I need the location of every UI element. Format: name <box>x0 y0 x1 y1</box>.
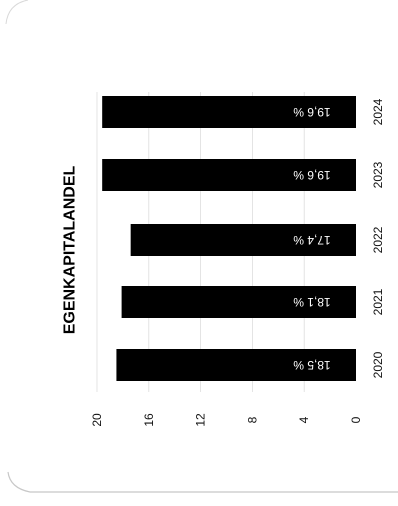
bar-2020 <box>116 349 356 381</box>
bars <box>102 96 357 381</box>
card-border-bottom <box>7 471 398 493</box>
value-tick-label: 8 <box>245 416 259 423</box>
category-label-2023: 2023 <box>371 161 385 188</box>
category-label-2020: 2020 <box>371 351 385 378</box>
bar-2021 <box>121 286 356 318</box>
value-label-2024: 19,6 % <box>293 105 331 119</box>
value-label-2021: 18,1 % <box>293 295 331 309</box>
bar-2024 <box>102 96 357 128</box>
category-label-2022: 2022 <box>371 226 385 253</box>
value-tick-label: 4 <box>297 416 311 423</box>
bar-2022 <box>130 224 356 256</box>
value-tick-label: 12 <box>194 413 208 427</box>
value-tick-label: 16 <box>142 413 156 427</box>
chart-title: EGENKAPITALANDEL <box>62 165 79 334</box>
card-border-top-left <box>5 0 29 25</box>
value-label-2022: 17,4 % <box>293 233 331 247</box>
value-label-2020: 18,5 % <box>293 358 331 372</box>
value-label-2023: 19,6 % <box>293 168 331 182</box>
value-tick-label: 20 <box>90 413 104 427</box>
category-label-2024: 2024 <box>371 98 385 125</box>
category-labels: 2020 2021 2022 2023 2024 <box>371 98 385 378</box>
value-tick-label: 0 <box>349 416 363 423</box>
value-tick-labels: 0 4 8 12 16 20 <box>90 413 363 427</box>
category-label-2021: 2021 <box>371 288 385 315</box>
value-labels: 18,5 % 18,1 % 17,4 % 19,6 % 19,6 % <box>293 105 331 372</box>
bar-2023 <box>102 159 357 191</box>
